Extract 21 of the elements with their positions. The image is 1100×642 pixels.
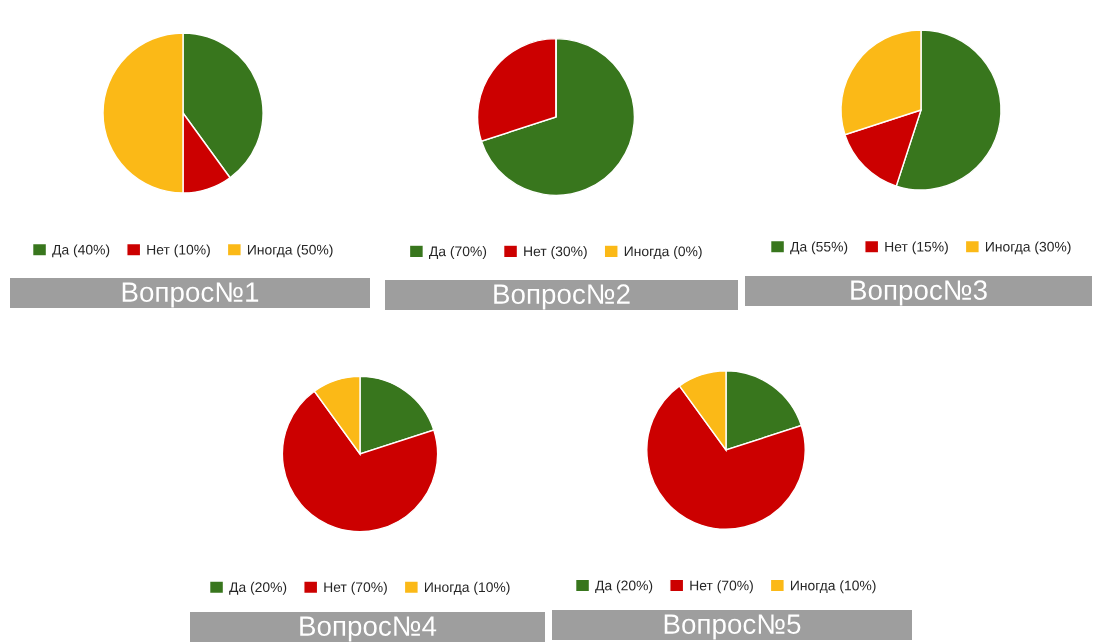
- pie-slice: [480, 37, 636, 197]
- legend-label: Иногда (10%): [790, 580, 876, 594]
- legend-label: Иногда (30%): [985, 241, 1071, 255]
- legend-label: Да (70%): [429, 246, 487, 259]
- legend-label: Нет (15%): [885, 241, 948, 255]
- legend-label: Да (55%): [790, 241, 848, 255]
- legend-label: Да (20%): [595, 580, 653, 594]
- legend-label: Иногда (10%): [424, 581, 510, 595]
- text: Вопрос№5: [664, 614, 801, 640]
- text: Вопрос№2: [494, 284, 630, 310]
- text: Вопрос№1: [122, 282, 259, 308]
- legend-label: Да (20%): [229, 581, 287, 595]
- text: Вопрос№3: [851, 280, 987, 306]
- legend-label: Нет (10%): [147, 244, 210, 258]
- legend-label: Да (40%): [52, 244, 110, 258]
- legend-label: Иногда (50%): [247, 244, 333, 258]
- legend-label: Нет (70%): [324, 581, 387, 595]
- legend-label: Нет (70%): [690, 580, 753, 594]
- legend-label: Нет (30%): [524, 246, 587, 259]
- legend-label: Иногда (0%): [624, 246, 702, 259]
- text: Вопрос№4: [300, 616, 437, 642]
